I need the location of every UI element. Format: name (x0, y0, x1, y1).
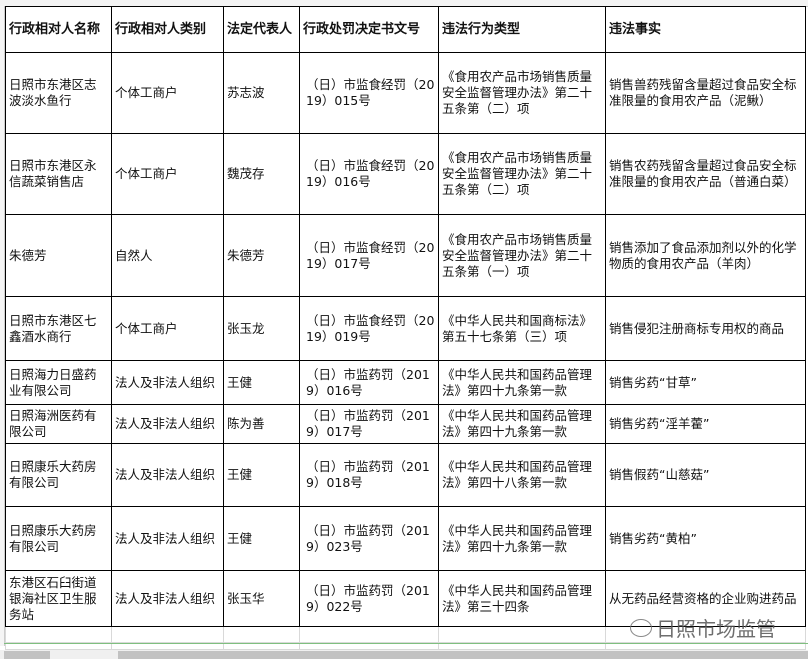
table-cell[interactable]: 王健 (223, 360, 300, 405)
table-cell[interactable]: 个体工商户 (111, 52, 224, 134)
table-cell[interactable]: 陈为善 (223, 404, 300, 444)
table-cell[interactable]: 日照康乐大药房有限公司 (5, 443, 112, 507)
table-cell[interactable]: 《食用农产品市场销售质量安全监督管理办法》第二十五条第（二）项 (438, 133, 606, 215)
table-cell[interactable]: （日）市监食经罚（2019）015号 (299, 52, 439, 134)
table-cell[interactable]: 《中华人民共和国药品管理法》第四十八条第一款 (438, 443, 606, 507)
table-cell[interactable]: 自然人 (111, 214, 224, 297)
header-cell[interactable]: 违法行为类型 (438, 6, 606, 53)
table-cell[interactable]: （日）市监药罚（2019）023号 (299, 506, 439, 571)
table-cell[interactable]: 法人及非法人组织 (111, 570, 224, 627)
table-cell[interactable]: 魏茂存 (223, 133, 300, 215)
table-cell[interactable]: （日）市监药罚（2019）017号 (299, 404, 439, 444)
header-cell[interactable]: 行政相对人类别 (111, 6, 224, 53)
table-cell[interactable]: 《中华人民共和国药品管理法》第三十四条 (438, 570, 606, 627)
table-cell[interactable]: 日照市东港区永信蔬菜销售店 (5, 133, 112, 215)
table-cell[interactable]: 《食用农产品市场销售质量安全监督管理办法》第二十五条第（一）项 (438, 214, 606, 297)
table-row: 日照康乐大药房有限公司 法人及非法人组织 王健 （日）市监药罚（2019）018号 《中… (5, 443, 806, 507)
table-cell[interactable]: 日照市东港区七鑫酒水商行 (5, 296, 112, 361)
selection-line (4, 643, 808, 644)
table-cell[interactable]: 法人及非法人组织 (111, 443, 224, 507)
table-cell[interactable]: 《中华人民共和国药品管理法》第四十九条第一款 (438, 360, 606, 405)
sheet-tab-area[interactable] (4, 651, 50, 659)
table-cell[interactable]: 法人及非法人组织 (111, 360, 224, 405)
empty-cell[interactable] (438, 626, 606, 643)
table-cell[interactable]: 销售侵犯注册商标专用权的商品 (605, 296, 806, 361)
table-row: 日照市东港区七鑫酒水商行 个体工商户 张玉龙 （日）市监食经罚（2019）019号 《中… (5, 296, 806, 361)
table-cell[interactable]: 销售劣药“淫羊藿” (605, 404, 806, 444)
table-cell[interactable]: 王健 (223, 443, 300, 507)
table-cell[interactable]: 销售劣药“甘草” (605, 360, 806, 405)
watermark-text: 日照市场监管 (656, 617, 776, 641)
table-cell[interactable]: 销售兽药残留含量超过食品安全标准限量的食用农产品（泥鳅） (605, 52, 806, 134)
table-cell[interactable]: 个体工商户 (111, 133, 224, 215)
watermark: 日照市场监管 (630, 613, 776, 642)
table-cell[interactable]: 法人及非法人组织 (111, 404, 224, 444)
table-cell[interactable]: 销售假药“山慈菇” (605, 443, 806, 507)
table-cell[interactable]: 东港区石臼街道银海社区卫生服务站 (5, 570, 112, 627)
table-cell[interactable]: 《中华人民共和国药品管理法》第四十九条第一款 (438, 404, 606, 444)
scrollbar-thumb[interactable] (118, 651, 808, 659)
table-row: 日照市东港区永信蔬菜销售店 个体工商户 魏茂存 （日）市监食经罚（2019）016号《… (5, 133, 806, 215)
wechat-icon (630, 618, 652, 637)
table-cell[interactable]: 王健 (223, 506, 300, 571)
table-cell[interactable]: 日照市东港区志波淡水鱼行 (5, 52, 112, 134)
header-row: 行政相对人名称 行政相对人类别 法定代表人 行政处罚决定书文号 违法行为类型 违… (5, 6, 806, 53)
empty-cell[interactable] (5, 626, 112, 643)
table-cell[interactable]: （日）市监食经罚（2019）019号 (299, 296, 439, 361)
table-cell[interactable]: 日照海洲医药有限公司 (5, 404, 112, 444)
table-cell[interactable]: 法人及非法人组织 (111, 506, 224, 571)
table-row: 日照市东港区志波淡水鱼行 个体工商户 苏志波 （日）市监食经罚（2019）015号 《食… (5, 52, 806, 134)
table-cell[interactable]: 销售农药残留含量超过食品安全标准限量的食用农产品（普通白菜） (605, 133, 806, 215)
table-cell[interactable]: 朱德芳 (223, 214, 300, 297)
table-cell[interactable]: 日照海力日盛药业有限公司 (5, 360, 112, 405)
table-row: 日照海力日盛药业有限公司 法人及非法人组织 王健 （日）市监药罚（2019）016号《… (5, 360, 806, 405)
table-cell[interactable]: （日）市监药罚（2019）018号 (299, 443, 439, 507)
table-cell[interactable]: 《食用农产品市场销售质量安全监督管理办法》第二十五条第（二）项 (438, 52, 606, 134)
empty-cell[interactable] (111, 626, 224, 643)
table-cell[interactable]: （日）市监食经罚（2019）016号 (299, 133, 439, 215)
penalty-table: 行政相对人名称 行政相对人类别 法定代表人 行政处罚决定书文号 违法行为类型 违… (5, 6, 806, 650)
header-cell[interactable]: 法定代表人 (223, 6, 300, 53)
header-cell[interactable]: 行政处罚决定书文号 (299, 6, 439, 53)
table-row: 日照海洲医药有限公司 法人及非法人组织 陈为善 （日）市监药罚（2019）017号 《中… (5, 404, 806, 444)
table-cell[interactable]: 日照康乐大药房有限公司 (5, 506, 112, 571)
table-cell[interactable]: （日）市监食经罚（2019）017号 (299, 214, 439, 297)
empty-cell[interactable] (299, 626, 439, 643)
table-cell[interactable]: （日）市监药罚（2019）022号 (299, 570, 439, 627)
table-cell[interactable]: 销售添加了食品添加剂以外的化学物质的食用农产品（羊肉） (605, 214, 806, 297)
table-cell[interactable]: 《中华人民共和国药品管理法》第四十九条第一款 (438, 506, 606, 571)
table-cell[interactable]: 苏志波 (223, 52, 300, 134)
empty-cell[interactable] (223, 626, 300, 643)
table-cell[interactable]: （日）市监药罚（2019）016号 (299, 360, 439, 405)
row-header-strip (0, 6, 5, 646)
table-cell[interactable]: 销售劣药“黄柏” (605, 506, 806, 571)
table-cell[interactable]: 《中华人民共和国商标法》第五十七条第（三）项 (438, 296, 606, 361)
table-cell[interactable]: 个体工商户 (111, 296, 224, 361)
table-cell[interactable]: 张玉龙 (223, 296, 300, 361)
table-cell[interactable]: 张玉华 (223, 570, 300, 627)
table-row: 朱德芳 自然人 朱德芳 （日）市监食经罚（2019）017号 《食用农产品市场销售质量安… (5, 214, 806, 297)
header-cell[interactable]: 违法事实 (605, 6, 806, 53)
table-cell[interactable]: 朱德芳 (5, 214, 112, 297)
header-cell[interactable]: 行政相对人名称 (5, 6, 112, 53)
table-row: 日照康乐大药房有限公司 法人及非法人组织 王健 （日）市监药罚（2019）023号 《中… (5, 506, 806, 571)
